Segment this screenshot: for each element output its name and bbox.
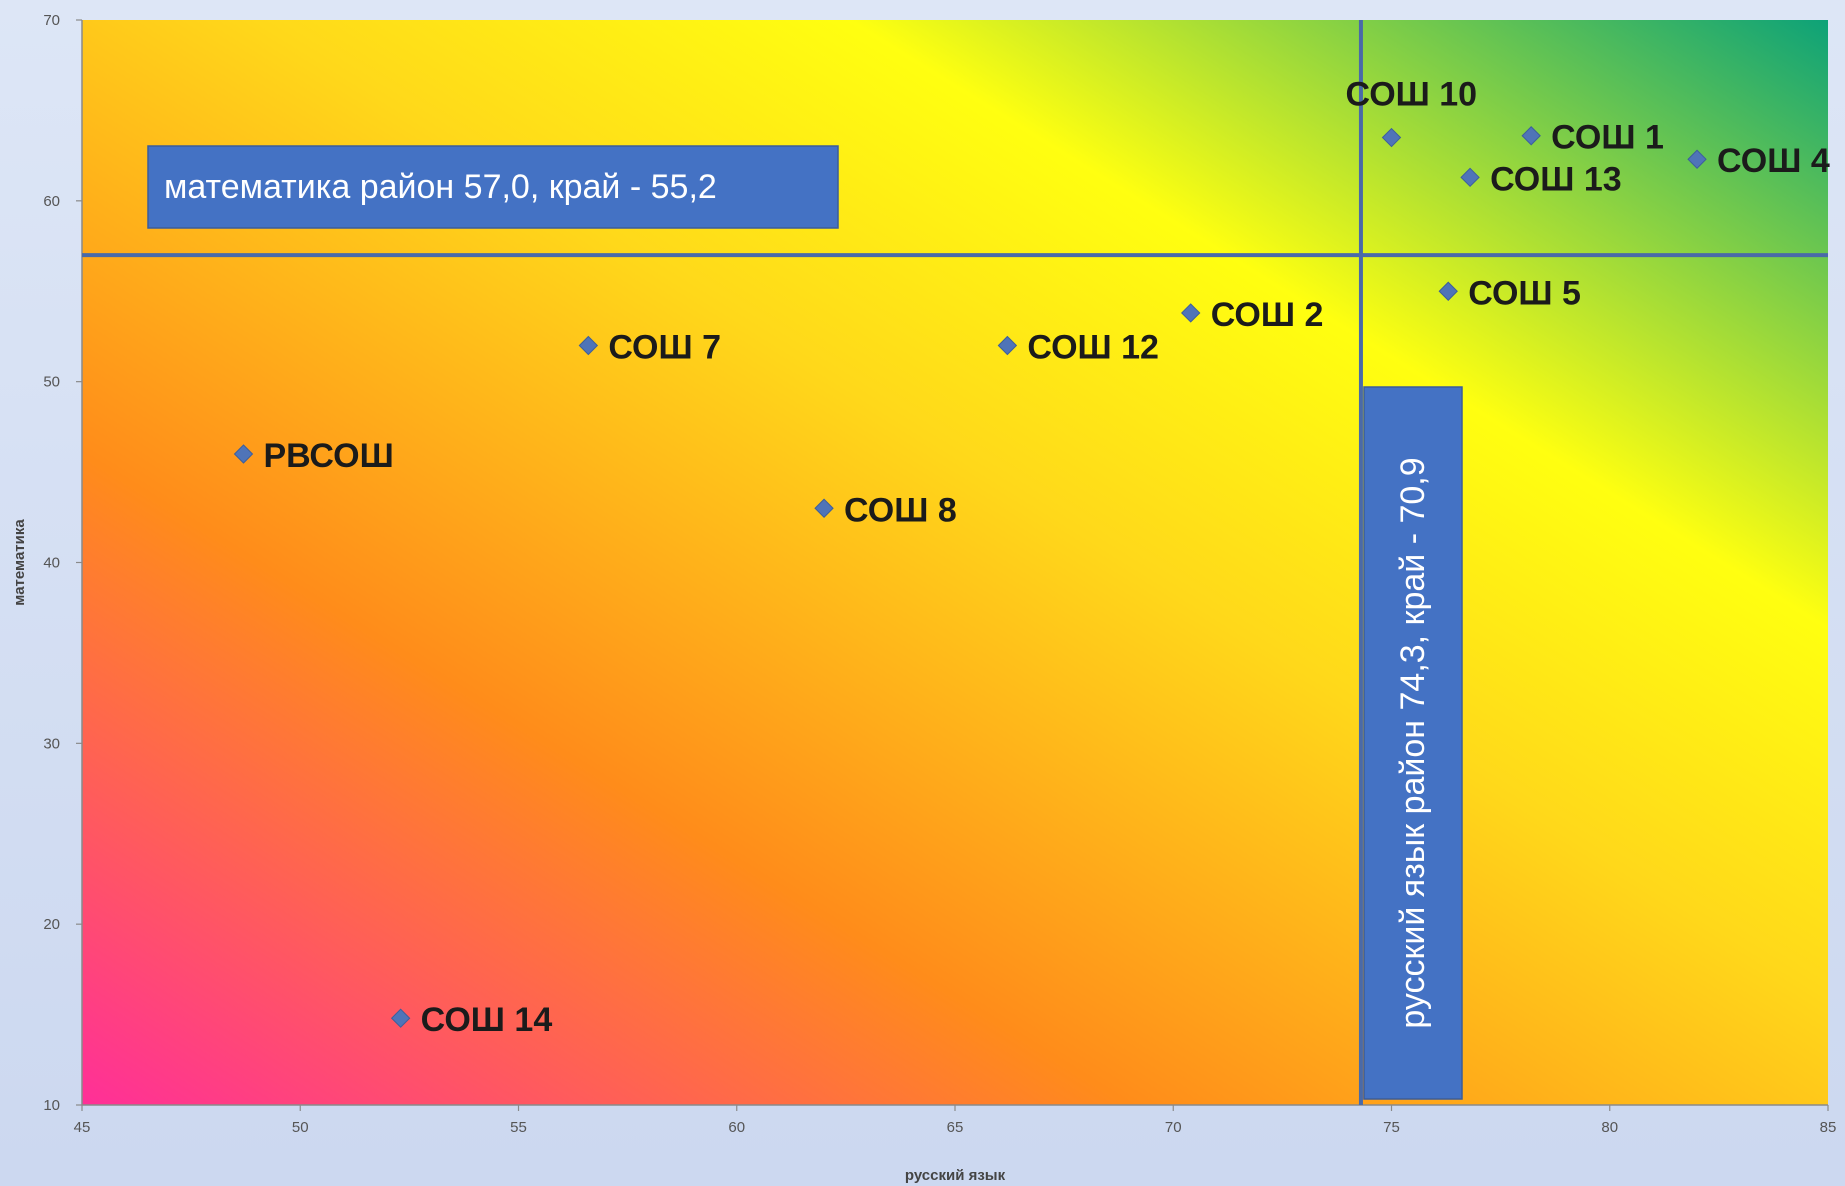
point-marker	[1438, 281, 1458, 301]
data-point: СОШ 14	[390, 1001, 553, 1039]
data-point: СОШ 10	[1346, 76, 1478, 148]
axes: 45 50 55 60 65 70 75 80 85 10 20 30 40 50 60 70	[43, 12, 1836, 1136]
x-axis-title: русский язык	[905, 1167, 1006, 1184]
data-point: СОШ 8	[814, 491, 957, 529]
point-label: СОШ 4	[1717, 142, 1830, 180]
point-marker	[1687, 149, 1707, 169]
data-point: СОШ 7	[578, 329, 721, 367]
point-marker	[1381, 127, 1402, 148]
y-tick-label: 70	[43, 12, 60, 29]
y-tick-label: 20	[43, 916, 60, 933]
point-marker	[997, 335, 1018, 356]
y-tick-label: 50	[43, 374, 60, 391]
x-tick-label: 75	[1383, 1119, 1400, 1136]
point-label: РВСОШ	[264, 437, 394, 475]
data-point: СОШ 12	[997, 329, 1159, 367]
data-points: СОШ 10 СОШ 1 СОШ 4 СОШ 13 СОШ 5 СОШ 2 СОШ 7 СОШ…	[233, 76, 1830, 1039]
y-tick-label: 40	[43, 555, 60, 572]
point-marker	[1521, 126, 1541, 146]
x-tick-label: 80	[1601, 1119, 1618, 1136]
data-point: СОШ 2	[1181, 296, 1324, 334]
data-point: СОШ 13	[1460, 160, 1622, 198]
data-point: СОШ 4	[1687, 142, 1830, 180]
callouts: математика район 57,0, край - 55,2 русски…	[147, 145, 1463, 1100]
point-marker	[233, 444, 254, 464]
point-label: СОШ 1	[1551, 119, 1664, 157]
math-callout-box	[147, 145, 839, 229]
point-label: СОШ 8	[844, 491, 957, 529]
y-tick-label: 60	[43, 193, 60, 210]
x-tick-label: 85	[1820, 1119, 1837, 1136]
point-marker	[390, 1008, 411, 1028]
point-label: СОШ 2	[1211, 296, 1324, 334]
x-tick-label: 50	[292, 1119, 309, 1136]
y-tick-label: 10	[43, 1097, 60, 1114]
x-tick-label: 45	[74, 1119, 91, 1136]
point-label: СОШ 10	[1346, 76, 1478, 114]
russian-callout-box	[1363, 386, 1463, 1100]
reference-lines	[82, 20, 1828, 1105]
y-tick-label: 30	[43, 735, 60, 752]
data-point: РВСОШ	[233, 437, 394, 475]
x-tick-label: 55	[510, 1119, 527, 1136]
data-point: СОШ 1	[1521, 119, 1664, 157]
y-axis-title: математика	[11, 519, 28, 606]
point-marker	[1181, 303, 1201, 323]
point-marker	[578, 335, 599, 356]
point-label: СОШ 12	[1027, 329, 1159, 367]
point-label: СОШ 14	[421, 1001, 553, 1039]
point-label: СОШ 5	[1468, 274, 1581, 312]
point-marker	[814, 498, 834, 518]
point-label: СОШ 7	[608, 329, 721, 367]
x-tick-label: 60	[728, 1119, 745, 1136]
math-callout-text: математика район 57,0, край - 55,2	[164, 168, 717, 206]
point-marker	[1460, 167, 1480, 188]
russian-callout-text: русский язык район 74,3, край - 70,9	[1394, 457, 1432, 1028]
x-tick-label: 65	[947, 1119, 964, 1136]
data-point: СОШ 5	[1438, 274, 1581, 312]
x-tick-label: 70	[1165, 1119, 1182, 1136]
point-label: СОШ 13	[1490, 160, 1622, 198]
